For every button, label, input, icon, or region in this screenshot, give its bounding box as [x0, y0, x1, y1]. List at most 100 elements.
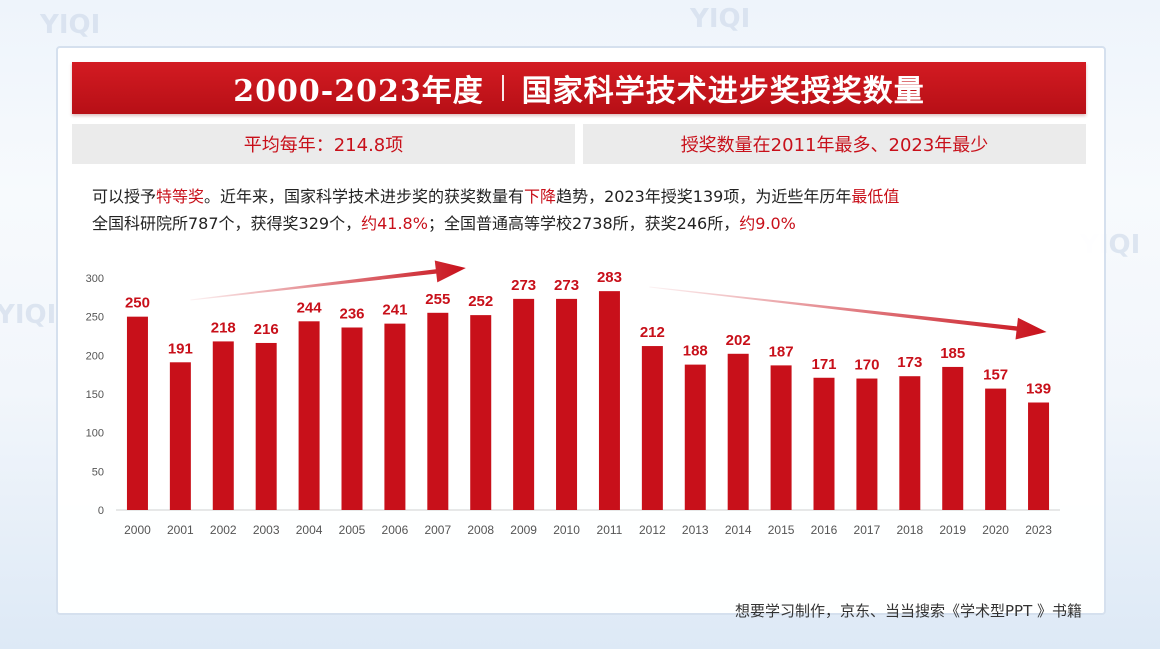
- x-tick-label: 2009: [510, 523, 537, 537]
- x-tick-label: 2014: [725, 523, 752, 537]
- x-tick-label: 2018: [896, 523, 923, 537]
- bar: [556, 298, 578, 510]
- desc-highlight: 约9.0%: [739, 214, 796, 233]
- bar: [470, 315, 492, 510]
- x-tick-label: 2003: [253, 523, 280, 537]
- data-label: 170: [854, 357, 879, 374]
- data-label: 236: [339, 305, 364, 322]
- trend-arrow-down: [649, 286, 1047, 340]
- desc-text: 。近年来，国家科学技术进步奖的获奖数量有: [204, 187, 525, 206]
- data-label: 173: [897, 354, 922, 371]
- x-tick-label: 2006: [382, 523, 409, 537]
- data-label: 188: [683, 343, 708, 360]
- y-tick-label: 100: [86, 428, 104, 440]
- bar: [684, 364, 706, 510]
- data-label: 191: [168, 340, 193, 357]
- data-label: 139: [1026, 381, 1051, 398]
- x-tick-label: 2011: [597, 523, 623, 537]
- title-banner: 2000-2023年度 国家科学技术进步奖授奖数量: [72, 62, 1086, 114]
- bar: [770, 365, 792, 510]
- x-tick-label: 2015: [768, 523, 795, 537]
- y-tick-label: 150: [86, 389, 104, 401]
- bar: [126, 316, 148, 510]
- x-tick-label: 2013: [682, 523, 709, 537]
- watermark-logo: YIQI: [690, 4, 751, 34]
- bar: [427, 312, 449, 510]
- bar: [985, 388, 1007, 510]
- bar: [212, 341, 234, 510]
- x-tick-label: 2017: [854, 523, 881, 537]
- bar: [942, 366, 964, 510]
- desc-text: ；全国普通高等学校2738所，获奖246所，: [427, 214, 740, 233]
- title-separator: [501, 75, 504, 101]
- x-tick-label: 2002: [210, 523, 237, 537]
- description-line-2: 全国科研院所787个，获得奖329个，约41.8%；全国普通高等学校2738所，…: [92, 210, 1082, 234]
- y-tick-label: 200: [86, 350, 104, 362]
- average-stat-box: 平均每年：214.8项: [72, 124, 575, 164]
- bar: [384, 323, 406, 510]
- x-tick-label: 2008: [467, 523, 494, 537]
- x-tick-label: 2016: [811, 523, 838, 537]
- desc-text: 可以授予: [92, 187, 157, 206]
- x-tick-label: 2010: [553, 523, 580, 537]
- bar: [298, 321, 320, 510]
- data-label: 171: [811, 356, 836, 373]
- bar: [813, 377, 835, 510]
- x-tick-label: 2001: [167, 523, 194, 537]
- bar: [899, 376, 921, 510]
- x-tick-label: 2005: [339, 523, 366, 537]
- extremes-stat-box: 授奖数量在2011年最多、2023年最少: [583, 124, 1086, 164]
- desc-highlight: 约41.8%: [361, 214, 428, 233]
- data-label: 250: [125, 295, 150, 312]
- data-label: 273: [511, 277, 536, 294]
- x-tick-label: 2019: [939, 523, 966, 537]
- x-tick-label: 2023: [1025, 523, 1052, 537]
- x-tick-label: 2004: [296, 523, 323, 537]
- trend-arrow-shape: [190, 260, 466, 301]
- bar: [641, 346, 663, 510]
- y-tick-label: 0: [98, 505, 104, 517]
- bar: [341, 327, 363, 510]
- data-label: 202: [726, 332, 751, 349]
- desc-highlight: 下降: [524, 187, 557, 206]
- x-tick-label: 2007: [424, 523, 451, 537]
- y-tick-label: 50: [92, 466, 104, 478]
- y-tick-label: 300: [86, 273, 104, 285]
- data-label: 273: [554, 277, 579, 294]
- desc-text: 全国科研院所787个，获得奖329个，: [92, 214, 362, 233]
- bar: [255, 342, 277, 510]
- watermark-logo: YIQI: [0, 300, 57, 330]
- title-name: 国家科学技术进步奖授奖数量: [521, 74, 925, 109]
- bar: [1028, 402, 1050, 510]
- average-stat-text: 平均每年：214.8项: [243, 135, 404, 156]
- title-period: 2000-2023年度: [233, 74, 484, 109]
- data-label: 252: [468, 293, 493, 310]
- desc-highlight: 最低值: [851, 187, 900, 206]
- x-tick-label: 2012: [639, 523, 666, 537]
- data-label: 185: [940, 345, 965, 362]
- trend-arrow-shape: [649, 286, 1047, 340]
- bar: [513, 298, 535, 510]
- data-label: 187: [769, 343, 794, 360]
- bar: [856, 378, 878, 510]
- bar: [598, 291, 620, 510]
- bar: [169, 362, 191, 510]
- data-label: 241: [382, 302, 407, 319]
- extremes-stat-text: 授奖数量在2011年最多、2023年最少: [680, 135, 989, 156]
- watermark-logo: YIQI: [40, 10, 101, 40]
- description-line-1: 可以授予特等奖。近年来，国家科学技术进步奖的获奖数量有下降趋势，2023年授奖1…: [92, 183, 1082, 207]
- data-label: 212: [640, 324, 665, 341]
- x-tick-label: 2000: [124, 523, 151, 537]
- y-tick-label: 250: [86, 312, 104, 324]
- data-label: 283: [597, 269, 622, 286]
- data-label: 255: [425, 291, 450, 308]
- desc-highlight: 特等奖: [156, 187, 205, 206]
- x-tick-label: 2020: [982, 523, 1009, 537]
- data-label: 157: [983, 367, 1008, 384]
- data-label: 244: [297, 299, 323, 316]
- data-label: 218: [211, 319, 236, 336]
- desc-text: 趋势，2023年授奖139项，为近些年历年: [556, 187, 852, 206]
- trend-arrow-up: [190, 260, 466, 301]
- bar: [727, 353, 749, 510]
